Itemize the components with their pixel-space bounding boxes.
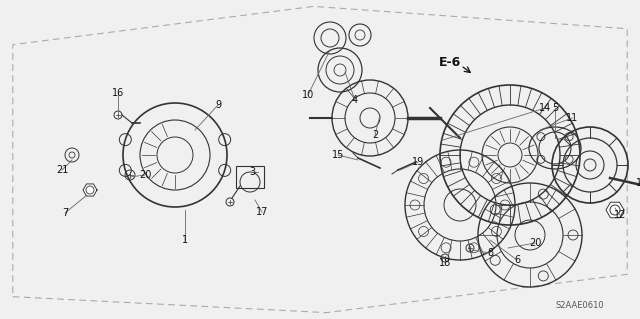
Text: 11: 11 <box>566 113 578 123</box>
Text: 16: 16 <box>112 88 124 98</box>
Text: 18: 18 <box>439 258 451 268</box>
Text: 8: 8 <box>487 248 493 258</box>
Text: 15: 15 <box>332 150 344 160</box>
Text: 7: 7 <box>62 208 68 218</box>
Text: E-6: E-6 <box>438 56 461 69</box>
Text: 10: 10 <box>302 90 314 100</box>
Text: S2AAE0610: S2AAE0610 <box>556 300 604 309</box>
Text: 9: 9 <box>215 100 221 110</box>
Text: 12: 12 <box>614 210 626 220</box>
Text: 2: 2 <box>372 130 378 140</box>
Text: 20: 20 <box>529 238 541 248</box>
Text: 21: 21 <box>56 165 68 175</box>
Text: 14: 14 <box>539 103 551 113</box>
Text: 4: 4 <box>352 95 358 105</box>
Polygon shape <box>83 184 97 196</box>
Text: 20: 20 <box>139 170 151 180</box>
Text: 19: 19 <box>412 157 424 167</box>
Bar <box>236 166 264 188</box>
Text: 3: 3 <box>249 167 255 177</box>
Text: 17: 17 <box>256 207 268 217</box>
Text: 5: 5 <box>552 103 558 113</box>
Text: 6: 6 <box>514 255 520 265</box>
Polygon shape <box>606 202 624 218</box>
Text: 1: 1 <box>182 235 188 245</box>
Text: 13: 13 <box>636 178 640 188</box>
